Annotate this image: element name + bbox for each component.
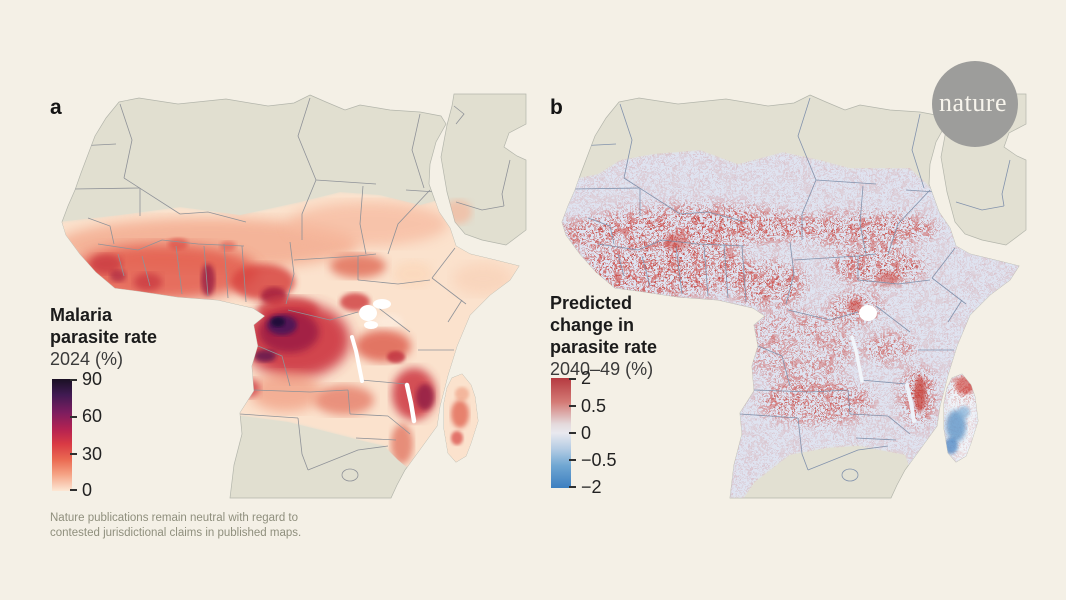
legend-b: Predicted change in parasite rate 2040–4… [550,292,700,380]
colorbar-a-tick-mark [70,489,77,491]
panel-b-label: b [550,96,563,119]
map-disclaimer-line-1: Nature publications remain neutral with … [50,512,299,524]
legend-b-subtitle: 2040–49 (%) [550,359,654,379]
map-disclaimer: Nature publications remain neutral with … [50,511,301,540]
colorbar-a-tick-label: 0 [82,480,93,500]
legend-a: Malaria parasite rate 2024 (%) [50,304,200,370]
colorbar-b-tick-mark [569,459,576,461]
heatmap-a [62,192,526,470]
colorbar-b-tick-mark [569,378,576,380]
colorbar-b-tick-label: −2 [581,477,602,497]
nature-logo-text: nature [939,88,1007,117]
legend-a-title-2: parasite rate [50,327,158,347]
colorbar-a-tick-label: 60 [82,406,103,426]
colorbar-b [551,378,571,488]
legend-b-title-3: parasite rate [550,337,658,357]
nature-logo: nature [932,61,1018,147]
lakes-a [350,299,417,424]
panel-a-label: a [50,96,62,119]
legend-b-title-1: Predicted [550,293,633,313]
colorbar-b-tick-mark [569,405,576,407]
colorbar-a-tick-mark [70,453,77,455]
map-disclaimer-line-2: contested jurisdictional claims in publi… [50,526,302,539]
legend-a-title-1: Malaria [50,305,113,325]
colorbar-b-tick-label: 0 [581,423,592,443]
map-panel-a [61,93,527,499]
colorbar-a-tick-mark [70,416,77,418]
legend-b-title-2: change in [550,315,635,335]
colorbar-b-tick-label: −0.5 [581,450,617,470]
colorbar-a-tick-mark [70,379,77,381]
colorbar-a-tick-label: 30 [82,444,103,464]
colorbar-a [52,379,72,491]
legend-a-subtitle: 2024 (%) [50,349,124,369]
colorbar-b-tick-mark [569,486,576,488]
colorbar-b-tick-label: 2 [581,368,592,388]
lakes-b [850,305,916,423]
colorbar-a-tick-label: 90 [82,369,103,389]
colorbar-b-tick-mark [569,432,576,434]
colorbar-b-tick-label: 0.5 [581,396,607,416]
